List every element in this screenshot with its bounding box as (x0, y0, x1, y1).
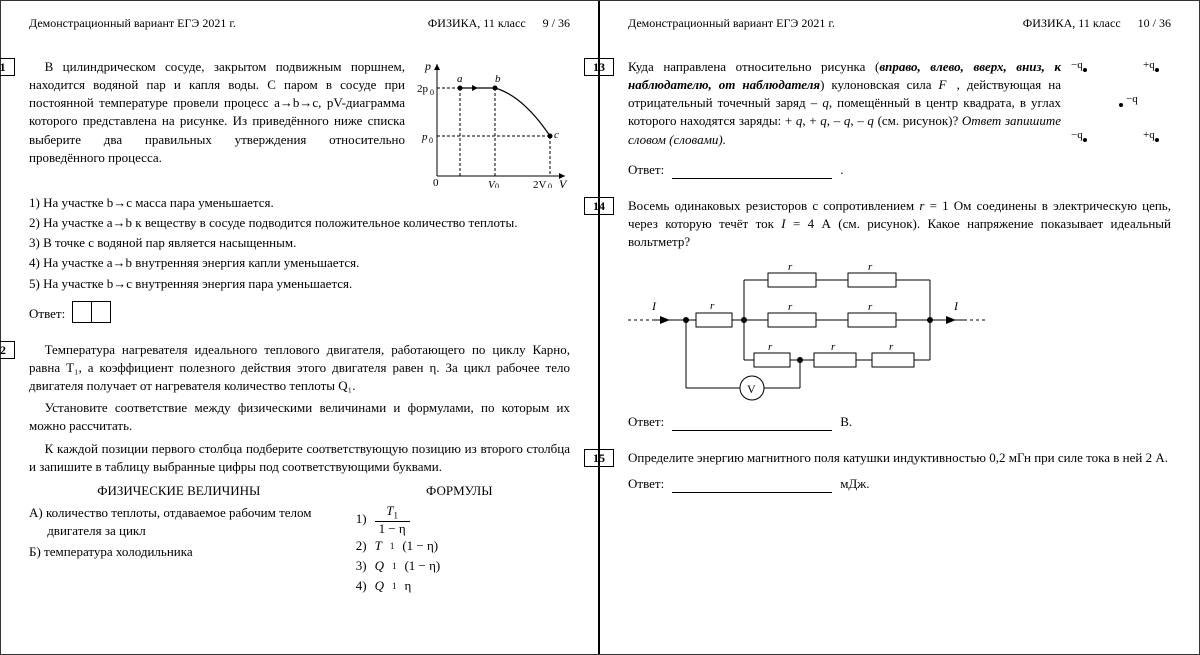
hdr-page: 9 / 36 (543, 16, 570, 30)
svg-text:0: 0 (548, 182, 552, 188)
problem-15: 15 Определите энергию магнитного поля ка… (628, 449, 1171, 493)
svg-text:0: 0 (495, 182, 499, 188)
q14-text: Восемь одинаковых резисторов с сопротивл… (628, 197, 1171, 252)
question-number: 14 (584, 197, 614, 215)
answer-unit: В. (840, 413, 852, 431)
hdr-title: Демонстрационный вариант ЕГЭ 2021 г. (628, 15, 835, 32)
svg-text:2V: 2V (533, 179, 547, 188)
pv-diagram: p V a (415, 58, 570, 188)
match-b: Б) температура холодильника (29, 543, 329, 561)
svg-text:c: c (554, 129, 559, 141)
svg-text:2p: 2p (417, 83, 429, 95)
answer-label: Ответ: (628, 161, 664, 179)
problem-13: 13 Куда направлена относительно рисунка … (628, 58, 1171, 179)
question-number: 12 (0, 341, 15, 359)
q11-text: В цилиндрическом сосуде, закрытом подвиж… (29, 58, 405, 167)
hdr-subject: ФИЗИКА, 11 класс (1023, 16, 1121, 30)
problem-12: 12 Температура нагревателя идеального те… (29, 341, 570, 598)
hdr-meta: ФИЗИКА, 11 класс 9 / 36 (414, 15, 570, 32)
match-a: А) количество теплоты, отдаваемое рабочи… (29, 504, 329, 540)
col-heading-1: ФИЗИЧЕСКИЕ ВЕЛИЧИНЫ (29, 482, 329, 500)
answer-label: Ответ: (628, 475, 664, 493)
svg-text:r: r (868, 301, 873, 313)
svg-text:r: r (868, 261, 873, 273)
page-spread: Демонстрационный вариант ЕГЭ 2021 г. ФИЗ… (0, 0, 1200, 655)
svg-text:p: p (424, 59, 431, 73)
svg-text:r: r (788, 301, 793, 313)
answer-line[interactable] (672, 417, 832, 431)
svg-text:V: V (747, 382, 756, 396)
answer-line[interactable] (672, 479, 832, 493)
question-number: 15 (584, 449, 614, 467)
hdr-page: 10 / 36 (1138, 16, 1171, 30)
question-number: 13 (584, 58, 614, 76)
svg-text:a: a (457, 73, 463, 85)
svg-text:b: b (495, 73, 501, 85)
choice-1: 1) На участке b→c масса пара уменьшается… (29, 194, 570, 212)
match-table: ФИЗИЧЕСКИЕ ВЕЛИЧИНЫ А) количество теплот… (29, 482, 570, 597)
svg-text:r: r (831, 341, 836, 353)
svg-text:r: r (710, 300, 715, 312)
svg-text:r: r (788, 261, 793, 273)
svg-text:0: 0 (430, 88, 434, 97)
q12-p2: Установите соответствие между физическим… (29, 399, 570, 435)
q14-answer: Ответ: В. (628, 413, 1171, 431)
problem-11: 11 В цилиндрическом сосуде, закрытом под… (29, 58, 570, 323)
svg-text:p: p (421, 131, 428, 143)
answer-boxes[interactable] (73, 301, 111, 323)
col-heading-2: ФОРМУЛЫ (349, 482, 570, 500)
answer-line[interactable] (672, 165, 832, 179)
choice-3: 3) В точке c водяной пар является насыще… (29, 234, 570, 252)
q11-choices: 1) На участке b→c масса пара уменьшается… (29, 194, 570, 293)
svg-text:−q: −q (1071, 59, 1083, 71)
choice-4: 4) На участке a→b внутренняя энергия кап… (29, 254, 570, 272)
svg-text:+q: +q (1143, 129, 1155, 141)
answer-period: . (840, 161, 843, 179)
choice-5: 5) На участке b→c внутренняя энергия пар… (29, 275, 570, 293)
svg-text:I: I (651, 299, 657, 313)
charge-diagram: −q +q −q +q −q (1071, 58, 1171, 153)
q15-answer: Ответ: мДж. (628, 475, 1171, 493)
svg-text:r: r (889, 341, 894, 353)
page-right: Демонстрационный вариант ЕГЭ 2021 г. ФИЗ… (600, 1, 1199, 654)
q12-p1: Температура нагревателя идеального тепло… (29, 341, 570, 396)
svg-text:V: V (559, 177, 568, 188)
answer-unit: мДж. (840, 475, 869, 493)
svg-text:r: r (768, 341, 773, 353)
svg-text:−q: −q (1071, 129, 1083, 141)
hdr-meta: ФИЗИКА, 11 класс 10 / 36 (1009, 15, 1171, 32)
svg-text:0: 0 (429, 136, 433, 145)
problem-14: 14 Восемь одинаковых резисторов с сопрот… (628, 197, 1171, 431)
choice-2: 2) На участке a→b к веществу в сосуде по… (29, 214, 570, 232)
q13-text: Куда направлена относительно рисунка (вп… (628, 58, 1061, 149)
header-left: Демонстрационный вариант ЕГЭ 2021 г. ФИЗ… (29, 15, 570, 32)
hdr-title: Демонстрационный вариант ЕГЭ 2021 г. (29, 15, 236, 32)
header-right: Демонстрационный вариант ЕГЭ 2021 г. ФИЗ… (628, 15, 1171, 32)
answer-label: Ответ: (29, 305, 65, 323)
q11-answer: Ответ: (29, 301, 570, 323)
q12-p3: К каждой позиции первого столбца подбери… (29, 440, 570, 476)
svg-text:I: I (953, 299, 959, 313)
answer-label: Ответ: (628, 413, 664, 431)
svg-text:−q: −q (1126, 93, 1138, 105)
page-left: Демонстрационный вариант ЕГЭ 2021 г. ФИЗ… (1, 1, 600, 654)
circuit-diagram: I I r r (628, 260, 1171, 405)
svg-text:0: 0 (433, 177, 439, 188)
hdr-subject: ФИЗИКА, 11 класс (428, 16, 526, 30)
q13-answer: Ответ: . (628, 161, 1171, 179)
formula-options: 1) T11 − η 2) T1(1 − η) 3) Q1(1 − η) 4) … (349, 504, 570, 595)
svg-text:+q: +q (1143, 59, 1155, 71)
q15-text: Определите энергию магнитного поля катуш… (628, 449, 1171, 467)
question-number: 11 (0, 58, 15, 76)
